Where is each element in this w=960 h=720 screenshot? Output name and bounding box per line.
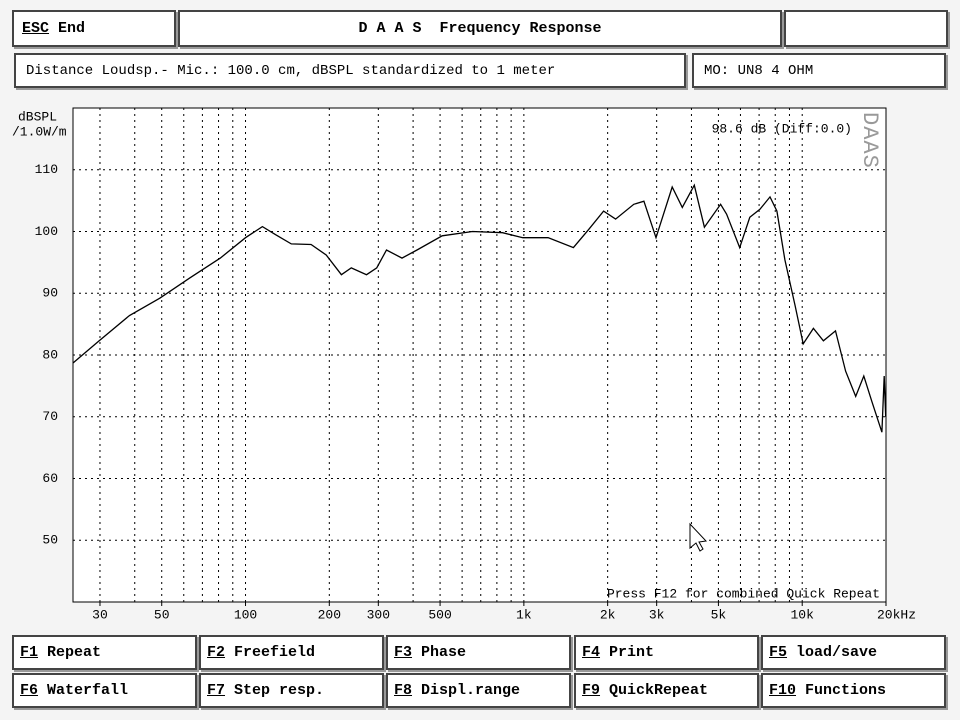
cursor <box>689 522 708 552</box>
function-key[interactable]: F8 Displ.range <box>386 673 571 708</box>
label: load/save <box>796 644 878 661</box>
chart: 50 60 70 80 90 100 110 30 50 100 200 300 500 1k 2k 3k 5k… <box>12 107 916 622</box>
x-tick-label: 5k <box>711 607 727 622</box>
x-tick-label: 500 <box>428 607 451 622</box>
model-box: MO: UN8 4 OHM <box>692 53 946 88</box>
info-box: Distance Loudsp.- Mic.: 100.0 cm, dBSPL … <box>14 53 686 88</box>
key: F1 <box>20 644 39 661</box>
y-axis-label: dBSPL <box>18 109 57 124</box>
x-tick-label: 3k <box>649 607 665 622</box>
function-key[interactable]: F7 Step resp. <box>199 673 384 708</box>
function-key[interactable]: F4 Print <box>574 635 759 670</box>
key: F9 <box>582 682 601 699</box>
function-key[interactable]: F9 QuickRepeat <box>574 673 759 708</box>
blank-box <box>784 10 948 47</box>
label: Displ.range <box>421 682 521 699</box>
function-key[interactable]: F5 load/save <box>761 635 946 670</box>
annotation: 98.6 dB (Diff:0.0) <box>712 121 852 136</box>
label: Phase <box>421 644 467 661</box>
x-tick-label: 300 <box>367 607 390 622</box>
label: Waterfall <box>47 682 129 699</box>
logo: DAAS <box>857 112 882 169</box>
key: F4 <box>582 644 601 661</box>
key: F6 <box>20 682 39 699</box>
key: F2 <box>207 644 226 661</box>
label: Repeat <box>47 644 102 661</box>
x-tick-label: 20kHz <box>877 607 916 622</box>
label: Step resp. <box>234 682 325 699</box>
y-tick-label: 60 <box>42 471 58 486</box>
y-tick-label: 90 <box>42 286 58 301</box>
model-text: MO: UN8 4 OHM <box>704 62 814 79</box>
footer-note: Press F12 for combined Quick Repeat <box>607 586 880 601</box>
x-tick-label: 2k <box>600 607 616 622</box>
function-key[interactable]: F2 Freefield <box>199 635 384 670</box>
x-tick-label: 30 <box>92 607 108 622</box>
y-tick-label: 110 <box>35 162 58 177</box>
function-key[interactable]: F1 Repeat <box>12 635 197 670</box>
y-tick-label: 70 <box>42 409 58 424</box>
label: Print <box>609 644 655 661</box>
key: F5 <box>769 644 788 661</box>
esc-button[interactable]: ESC End <box>12 10 176 47</box>
x-tick-label: 100 <box>234 607 257 622</box>
label: End <box>58 20 86 37</box>
key: F7 <box>207 682 226 699</box>
key: F3 <box>394 644 413 661</box>
plot-area <box>72 107 887 603</box>
x-tick-label: 1k <box>516 607 532 622</box>
x-tick-label: 50 <box>154 607 170 622</box>
title: D A A S Frequency Response <box>358 20 602 37</box>
label: Freefield <box>234 644 316 661</box>
info-text: Distance Loudsp.- Mic.: 100.0 cm, dBSPL … <box>26 62 556 79</box>
y-tick-label: 100 <box>35 224 58 239</box>
x-tick-label: 200 <box>318 607 341 622</box>
function-key[interactable]: F10 Functions <box>761 673 946 708</box>
y-tick-label: 80 <box>42 347 58 362</box>
response-curve <box>72 183 887 433</box>
y-axis-label: /1.0W/m <box>12 124 67 139</box>
key: F8 <box>394 682 413 699</box>
label: Functions <box>805 682 887 699</box>
function-key[interactable]: F3 Phase <box>386 635 571 670</box>
x-tick-label: 10k <box>791 607 815 622</box>
function-key[interactable]: F6 Waterfall <box>12 673 197 708</box>
y-tick-label: 50 <box>42 533 58 548</box>
key: ESC <box>22 20 50 37</box>
label: QuickRepeat <box>609 682 709 699</box>
title-bar: D A A S Frequency Response <box>178 10 782 47</box>
key: F10 <box>769 682 797 699</box>
